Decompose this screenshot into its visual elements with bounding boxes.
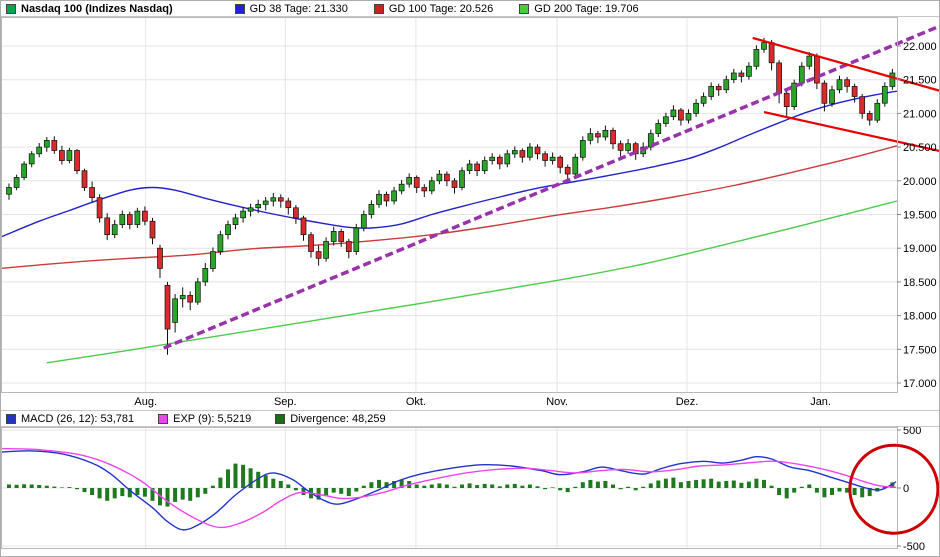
svg-text:Okt.: Okt. (406, 396, 426, 408)
legend-label-gd38: GD 38 Tage: 21.330 (249, 2, 348, 15)
legend-swatch-3 (519, 3, 530, 14)
svg-text:20.500: 20.500 (903, 142, 937, 154)
legend-item-gd200: GD 200 Tage: 19.706 (519, 2, 639, 15)
macd-swatch-1 (158, 413, 169, 424)
svg-text:0: 0 (903, 483, 909, 495)
macd-line (1, 450, 897, 531)
svg-text:21.500: 21.500 (903, 75, 937, 87)
legend-swatch-0 (6, 3, 16, 14)
svg-text:17.500: 17.500 (903, 344, 937, 356)
legend-item-gd38: GD 38 Tage: 21.330 (234, 2, 348, 15)
svg-text:19.500: 19.500 (903, 210, 937, 222)
svg-text:22.000: 22.000 (903, 41, 937, 53)
price-legend: Nasdaq 100 (Indizes Nasdaq) GD 38 Tage: … (1, 1, 939, 17)
svg-text:Jan.: Jan. (810, 396, 831, 408)
macd-lines (1, 447, 897, 531)
svg-text:-500: -500 (903, 541, 925, 553)
macd-swatch-2 (275, 413, 286, 424)
legend-label-macd: MACD (26, 12): 53,781 (21, 412, 135, 425)
legend-label-gd200: GD 200 Tage: 19.706 (534, 2, 639, 15)
legend-label-gd100: GD 100 Tage: 20.526 (388, 2, 494, 15)
divergence-histogram (7, 463, 895, 507)
wedge-lower-line (763, 111, 939, 152)
svg-text:17.000: 17.000 (903, 378, 937, 390)
legend-label-nasdaq100: Nasdaq 100 (Indizes Nasdaq) (21, 2, 173, 15)
svg-text:Dez.: Dez. (676, 396, 699, 408)
rising-support-trendline (163, 24, 939, 350)
exp-line (1, 447, 897, 529)
svg-text:19.000: 19.000 (903, 243, 937, 255)
svg-text:Aug.: Aug. (134, 396, 157, 408)
svg-text:18.000: 18.000 (903, 311, 937, 323)
svg-text:Sep.: Sep. (274, 396, 297, 408)
legend-item-macd: MACD (26, 12): 53,781 (6, 413, 134, 425)
ma-line (1, 145, 898, 270)
ma-line (46, 200, 898, 364)
wedge-upper-line (752, 36, 939, 92)
legend-label-divergence: Divergence: 48,259 (290, 412, 386, 425)
legend-swatch-1 (234, 3, 245, 14)
legend-swatch-2 (373, 3, 384, 14)
macd-legend: MACD (26, 12): 53,781 EXP (9): 5,5219 Di… (1, 410, 939, 427)
legend-label-exp: EXP (9): 5,5219 (173, 412, 252, 425)
highlight-circle-annotation (848, 443, 939, 535)
macd-chart: 500 0 -500 (1, 427, 939, 553)
svg-text:20.000: 20.000 (903, 176, 937, 188)
legend-item-exp: EXP (9): 5,5219 (158, 413, 251, 425)
svg-text:500: 500 (903, 427, 921, 437)
price-gridlines (2, 18, 897, 392)
trendlines (163, 24, 939, 350)
legend-item-divergence: Divergence: 48,259 (275, 412, 386, 425)
legend-item-gd100: GD 100 Tage: 20.526 (373, 2, 494, 15)
svg-text:21.000: 21.000 (903, 108, 937, 120)
macd-swatch-0 (6, 413, 16, 424)
candles (6, 37, 896, 355)
legend-item-nasdaq100: Nasdaq 100 (Indizes Nasdaq) (6, 3, 173, 15)
ma-line (1, 90, 898, 238)
svg-text:18.500: 18.500 (903, 277, 937, 289)
price-chart: Aug. Sep. Okt. Nov. Dez. Jan. 22.000 21.500 21.0… (1, 17, 939, 408)
svg-text:Nov.: Nov. (546, 396, 568, 408)
plot-border (1, 17, 898, 393)
moving-average-lines (1, 90, 898, 364)
